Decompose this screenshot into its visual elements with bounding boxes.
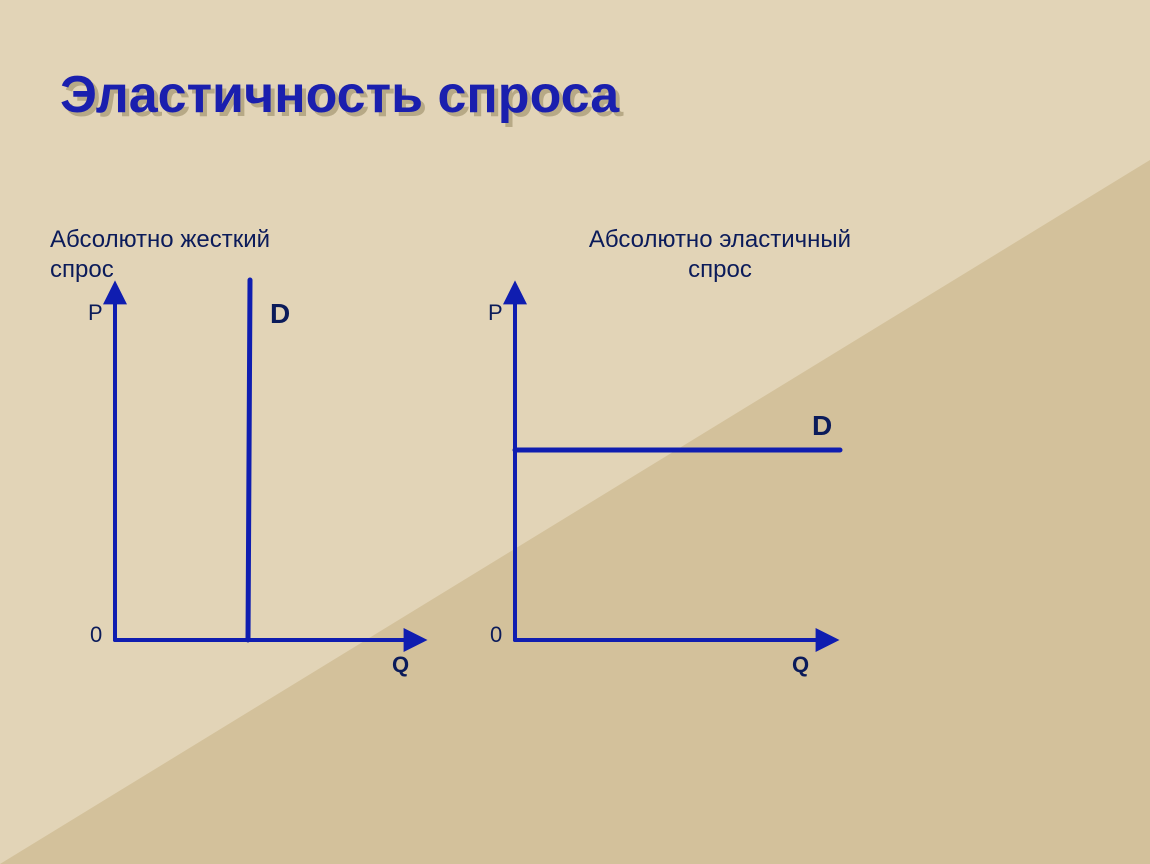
slide: Эластичность спроса Эластичность спроса … xyxy=(0,0,1150,864)
right-x-axis-label: Q xyxy=(792,652,809,678)
right-origin-label: 0 xyxy=(490,622,502,648)
left-origin-label: 0 xyxy=(90,622,102,648)
right-chart xyxy=(515,290,840,640)
left-demand-line xyxy=(248,280,250,640)
left-y-axis-label: P xyxy=(88,300,103,326)
left-x-axis-label: Q xyxy=(392,652,409,678)
left-chart xyxy=(115,280,418,640)
left-demand-label: D xyxy=(270,298,290,330)
charts-svg xyxy=(0,0,1150,864)
right-demand-label: D xyxy=(812,410,832,442)
right-y-axis-label: P xyxy=(488,300,503,326)
